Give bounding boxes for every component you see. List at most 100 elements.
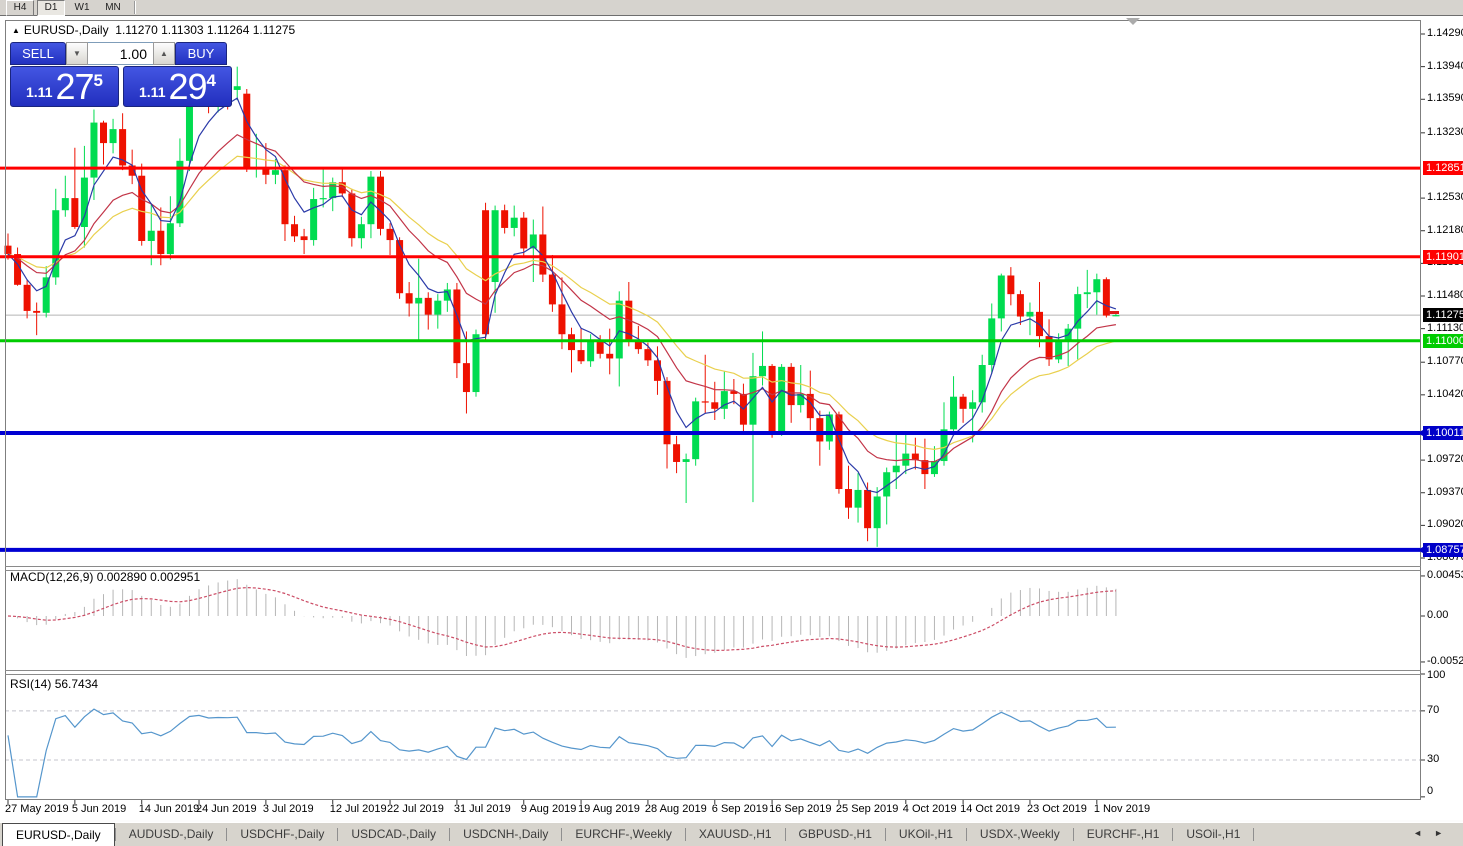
- bid-pip-digit: 5: [93, 71, 103, 90]
- tab-usoil-h1[interactable]: USOil-,H1: [1186, 827, 1241, 841]
- ask-big-digits: 29: [168, 66, 207, 107]
- date-label: 1 Nov 2019: [1093, 803, 1151, 815]
- tab-divider: [561, 828, 563, 841]
- ask-pip-digit: 4: [206, 71, 216, 90]
- price-badge-1.11000: 1.11000: [1423, 333, 1463, 348]
- tab-eurusd-daily[interactable]: EURUSD-,Daily: [2, 823, 115, 846]
- date-label: 25 Sep 2019: [835, 803, 899, 815]
- last-price-pointer: [1108, 311, 1119, 314]
- tab-usdchf-daily[interactable]: USDCHF-,Daily: [240, 827, 325, 841]
- tab-divider: [226, 828, 228, 841]
- timeframe-button-h4[interactable]: H4: [6, 0, 34, 16]
- tab-divider: [449, 828, 451, 841]
- badge-arrow-icon: [1417, 429, 1423, 436]
- tab-divider: [1253, 828, 1255, 841]
- date-label: 9 Aug 2019: [520, 803, 577, 815]
- ma-fast-line: [7, 97, 1117, 494]
- date-label: 14 Jun 2019: [138, 803, 200, 815]
- date-label: 22 Jul 2019: [387, 803, 444, 815]
- rsi-line: [7, 708, 1116, 798]
- ma-slow-line: [7, 155, 1117, 451]
- macd-label: MACD(12,26,9) 0.002890 0.002951: [10, 570, 201, 584]
- tab-audusd-daily[interactable]: AUDUSD-,Daily: [128, 827, 214, 841]
- tab-ukoil-h1[interactable]: UKOil-,H1: [898, 827, 953, 841]
- date-label: 6 Sep 2019: [711, 803, 769, 815]
- volume-down-button[interactable]: ▼: [66, 42, 88, 65]
- toolbar-separator: [134, 1, 136, 14]
- date-label: 23 Oct 2019: [1026, 803, 1087, 815]
- date-label: 27 May 2019: [5, 803, 69, 815]
- timeframe-button-mn[interactable]: MN: [105, 1, 121, 13]
- tab-divider: [1072, 828, 1074, 841]
- chart-shift-marker[interactable]: [1126, 18, 1140, 25]
- price-axis-tick: 1.13230: [1427, 125, 1463, 138]
- date-label: 5 Jun 2019: [71, 803, 127, 815]
- tab-divider: [114, 828, 116, 841]
- sell-button[interactable]: SELL: [10, 42, 66, 65]
- rsi-axis-tick: 30: [1427, 753, 1440, 765]
- date-label: 12 Jul 2019: [329, 803, 387, 815]
- ask-price-panel[interactable]: 1.11 29 4: [123, 66, 232, 107]
- tab-usdcad-daily[interactable]: USDCAD-,Daily: [351, 827, 437, 841]
- volume-up-button[interactable]: ▲: [153, 42, 175, 65]
- tab-gbpusd-h1[interactable]: GBPUSD-,H1: [798, 827, 872, 841]
- bid-prefix: 1.11: [26, 84, 53, 100]
- rsi-label: RSI(14) 56.7434: [10, 677, 99, 691]
- price-axis-tick: 1.12180: [1427, 223, 1463, 236]
- rsi-axis-tick: 0: [1427, 785, 1434, 797]
- price-axis-tick: 1.13940: [1427, 59, 1463, 72]
- price-badge-1.11901: 1.11901: [1423, 249, 1463, 264]
- rsi-value: 56.7434: [54, 677, 99, 691]
- price-badge-1.11275: 1.11275: [1423, 308, 1463, 323]
- ma-mid-line: [7, 133, 1116, 463]
- timeframe-button-w1[interactable]: W1: [74, 1, 90, 13]
- price-badge-1.10011: 1.10011: [1417, 425, 1463, 440]
- price-axis-tick: 1.09020: [1427, 518, 1463, 531]
- price-axis-tick: 1.10770: [1427, 355, 1463, 368]
- date-label: 19 Aug 2019: [578, 803, 640, 815]
- chart-symbol: EURUSD-,Daily: [23, 23, 109, 37]
- date-label: 28 Aug 2019: [644, 803, 707, 815]
- tab-divider: [684, 828, 686, 841]
- rsi-axis-tick: 100: [1427, 669, 1446, 681]
- tab-usdx-weekly[interactable]: USDX-,Weekly: [979, 827, 1060, 841]
- tab-usdcnh-daily[interactable]: USDCNH-,Daily: [463, 827, 549, 841]
- tab-xauusd-h1[interactable]: XAUUSD-,H1: [698, 827, 772, 841]
- tab-divider: [1172, 828, 1174, 841]
- price-axis-tick: 1.14290: [1427, 27, 1463, 39]
- symbol-tab-bar: EURUSD-,Daily AUDUSD-,Daily USDCHF-,Daily U…: [0, 822, 1463, 846]
- date-label: 16 Sep 2019: [769, 803, 832, 815]
- price-axis-tick: 1.10420: [1427, 387, 1463, 400]
- candles-layer: [4, 66, 1120, 547]
- macd-layer: [17, 579, 1117, 658]
- collapse-panel-icon[interactable]: ▲: [12, 26, 20, 35]
- macd-signal-line: [7, 586, 1116, 652]
- price-axis-tick: 1.09720: [1427, 453, 1463, 466]
- tab-divider: [965, 828, 967, 841]
- tab-eurchf-h1[interactable]: EURCHF-,H1: [1086, 827, 1160, 841]
- tab-divider: [884, 828, 886, 841]
- macd-axis-tick: 0.004536: [1427, 568, 1463, 581]
- price-axis-tick: 1.11480: [1427, 289, 1463, 301]
- one-click-trading-panel: SELL ▼ ▲ BUY 1.11 27 5 1.11 29 4: [10, 42, 233, 107]
- badge-arrow-icon: [1417, 546, 1423, 553]
- price-axis-tick: 1.09370: [1427, 485, 1463, 498]
- price-axis-tick: 1.12530: [1427, 191, 1463, 204]
- bid-price-panel[interactable]: 1.11 27 5: [10, 66, 119, 107]
- price-axis-tick: 1.11130: [1427, 321, 1463, 334]
- tab-divider: [784, 828, 786, 841]
- ask-prefix: 1.11: [139, 84, 166, 100]
- date-label: 31 Jul 2019: [453, 803, 511, 815]
- date-label: 14 Oct 2019: [960, 803, 1021, 815]
- timeframe-button-d1[interactable]: D1: [37, 0, 65, 16]
- timeframe-toolbar: H4 D1 W1 MN: [0, 0, 1463, 16]
- chart-ohlc: 1.11270 1.11303 1.11264 1.11275: [115, 23, 296, 37]
- tab-eurchf-weekly[interactable]: EURCHF-,Weekly: [575, 827, 672, 841]
- buy-button[interactable]: BUY: [175, 42, 227, 65]
- tab-divider: [337, 828, 339, 841]
- tab-scroll-arrows[interactable]: ◄►: [1413, 828, 1455, 838]
- chart-title: ▲ EURUSD-,Daily 1.11270 1.11303 1.11264 1…: [12, 23, 295, 37]
- volume-input[interactable]: [88, 42, 153, 65]
